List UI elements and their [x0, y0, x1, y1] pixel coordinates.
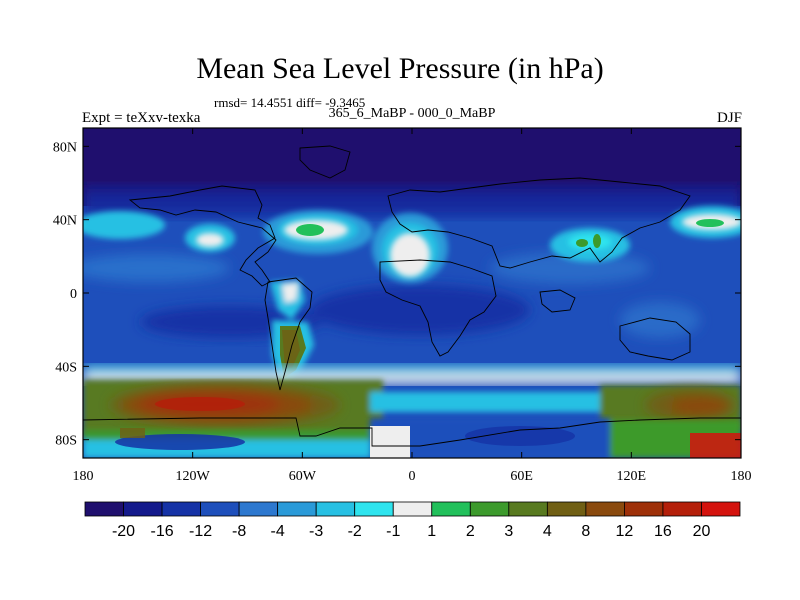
- x-tick-label: 60E: [510, 469, 533, 484]
- y-tick-label: 40S: [55, 360, 77, 375]
- colorbar-label: 12: [616, 523, 634, 540]
- stats-label: rmsd= 14.4551 diff= -9.3465: [214, 95, 366, 110]
- colorbar-swatch: [662, 501, 702, 517]
- colorbar-swatch: [315, 501, 356, 517]
- colorbar-swatch: [200, 501, 240, 517]
- colorbar-swatch: [161, 501, 201, 517]
- colorbar-swatch: [508, 501, 548, 517]
- chart-title: Mean Sea Level Pressure (in hPa): [196, 52, 604, 85]
- colorbar: -20 -16 -12 -8 -4 -3 -2 -1 1 2 3 4 8 12 16 20: [84, 501, 741, 540]
- x-tick-label: 180: [731, 469, 752, 484]
- colorbar-label: 1: [427, 523, 436, 540]
- y-tick-label: 80N: [53, 140, 77, 155]
- colorbar-label: -12: [189, 523, 212, 540]
- colorbar-label: -8: [232, 523, 246, 540]
- experiment-label: Expt = teXxv-texka: [82, 110, 201, 126]
- colorbar-label: -2: [348, 523, 362, 540]
- colorbar-label: 2: [466, 523, 475, 540]
- colorbar-label: 16: [654, 523, 672, 540]
- season-label: DJF: [716, 110, 742, 126]
- axis-ticks: 180 120W 60W 0 60E 120E 180 80N 40N 0 40S 80S: [53, 128, 752, 484]
- colorbar-label: 3: [504, 523, 513, 540]
- colorbar-label: -4: [271, 523, 285, 540]
- x-tick-label: 60W: [289, 469, 317, 484]
- x-tick-label: 120E: [617, 469, 647, 484]
- colorbar-label: 4: [543, 523, 552, 540]
- colorbar-label: -16: [150, 523, 173, 540]
- colorbar-swatch: [123, 501, 163, 517]
- colorbar-swatch: [546, 501, 587, 517]
- colorbar-swatch: [238, 501, 279, 517]
- colorbar-label: 8: [581, 523, 590, 540]
- colorbar-label: -1: [386, 523, 400, 540]
- colorbar-label: -3: [309, 523, 323, 540]
- colorbar-swatch: [392, 501, 433, 517]
- x-tick-label: 120W: [176, 469, 211, 484]
- colorbar-swatch: [354, 501, 394, 517]
- colorbar-label: 20: [693, 523, 711, 540]
- x-tick-label: 180: [73, 469, 94, 484]
- colorbar-swatch: [624, 501, 664, 517]
- colorbar-swatch: [469, 501, 510, 517]
- pressure-field: [83, 128, 741, 458]
- colorbar-swatch: [701, 501, 741, 517]
- x-tick-label: 0: [409, 469, 416, 484]
- comparison-label: 365_6_MaBP - 000_0_MaBP: [328, 106, 496, 121]
- y-tick-label: 40N: [53, 214, 77, 229]
- coastlines: [83, 145, 741, 447]
- y-tick-label: 0: [70, 287, 77, 302]
- colorbar-swatch: [431, 501, 471, 517]
- colorbar-swatch: [84, 501, 124, 517]
- y-tick-label: 80S: [55, 434, 77, 449]
- colorbar-swatch: [585, 501, 625, 517]
- colorbar-swatch: [277, 501, 317, 517]
- colorbar-label: -20: [112, 523, 135, 540]
